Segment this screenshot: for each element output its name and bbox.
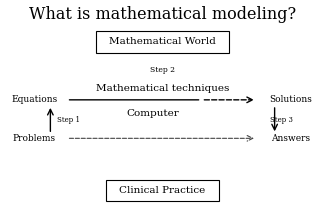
Text: What is mathematical modeling?: What is mathematical modeling?	[29, 6, 296, 23]
FancyBboxPatch shape	[106, 180, 219, 201]
FancyBboxPatch shape	[96, 31, 229, 52]
Text: Problems: Problems	[13, 134, 56, 143]
Text: Mathematical techniques: Mathematical techniques	[96, 84, 229, 93]
Text: Mathematical World: Mathematical World	[109, 37, 216, 46]
Text: Answers: Answers	[271, 134, 310, 143]
Text: Step 1: Step 1	[57, 116, 80, 124]
Text: Computer: Computer	[126, 109, 179, 118]
Text: Equations: Equations	[11, 95, 57, 104]
Text: Solutions: Solutions	[269, 95, 312, 104]
Text: Step 3: Step 3	[270, 116, 292, 124]
Text: Step 2: Step 2	[150, 66, 175, 74]
Text: Clinical Practice: Clinical Practice	[119, 186, 206, 195]
